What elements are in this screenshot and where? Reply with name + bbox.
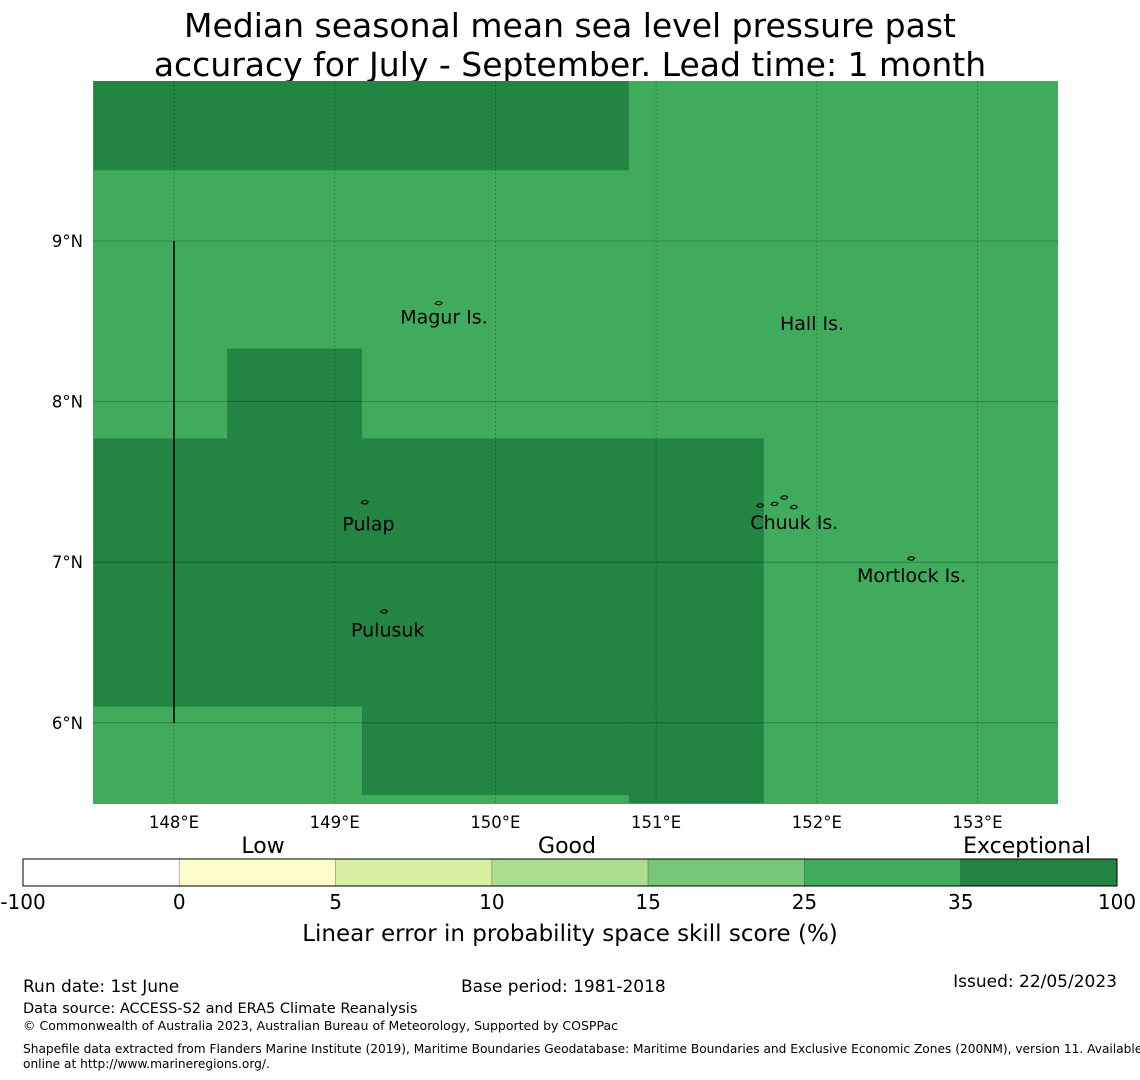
skill-score-map: Magur Is. Hall Is. Pulap Chuuk Is. Mortlock … [0,81,1136,947]
lon-tick-label: 148°E [149,813,199,832]
colorbar-tick-label: 5 [329,890,342,914]
plot-area: Magur Is. Hall Is. Pulap Chuuk Is. Mortlock … [93,81,1058,804]
colorbar-tick-label: 35 [948,890,973,914]
island-outline [779,495,789,500]
run-date: Run date: 1st June [23,977,180,997]
place-label: Hall Is. [780,313,844,335]
copyright: © Commonwealth of Australia 2023, Austra… [23,1018,618,1033]
title-line-1: Median seasonal mean sea level pressure … [184,6,956,45]
lat-tick-label: 7°N [52,553,83,572]
lat-tick-label: 6°N [52,714,83,733]
island-outline [379,609,389,614]
place-label: Chuuk Is. [750,512,838,534]
colorbar-tick-label: 25 [792,890,817,914]
lon-tick-label: 150°E [470,813,520,832]
colorbar-category-label: Low [241,834,284,859]
chart-title: Median seasonal mean sea level pressure … [0,6,1140,84]
colorbar-category-label: Exceptional [963,834,1091,859]
colorbar-bin [178,858,336,887]
shapefile-credit-line-1: Shapefile data extracted from Flanders M… [23,1042,1140,1056]
skill-cell [362,706,629,796]
island-outline [755,503,765,508]
island-outline [770,501,779,507]
colorbar-bin [491,858,649,887]
colorbar-tick-label: 100 [1098,890,1136,914]
colorbar-frame [22,858,1118,887]
skill-cell [628,706,764,804]
place-label: Magur Is. [400,306,488,328]
data-source: Data source: ACCESS-S2 and ERA5 Climate … [23,1001,418,1017]
island-outline [434,300,443,306]
colorbar-bin [647,858,805,887]
shapefile-credit-line-2: online at http://www.marineregions.org/. [23,1057,270,1071]
lon-tick-label: 149°E [310,813,360,832]
lon-tick-label: 151°E [631,813,681,832]
colorbar-bin [335,858,493,887]
lat-tick-label: 8°N [52,393,83,412]
colorbar-tick-label: 0 [173,890,186,914]
skill-cell [93,438,764,707]
colorbar-tick-label: -100 [0,890,45,914]
lon-tick-label: 153°E [952,813,1002,832]
place-label: Mortlock Is. [857,565,966,587]
island-outline [906,556,916,561]
lon-tick-label: 152°E [792,813,842,832]
colorbar-tick-label: 10 [479,890,504,914]
place-label: Pulusuk [351,620,424,642]
skill-cell [227,348,363,439]
colorbar-bin [804,858,962,887]
colorbar-tick-label: 15 [635,890,660,914]
colorbar-axis-label: Linear error in probability space skill … [302,921,838,947]
title-line-2: accuracy for July - September. Lead time… [153,45,987,84]
island-outline [789,504,798,510]
lat-tick-label: 9°N [52,232,83,251]
base-period: Base period: 1981-2018 [461,977,666,997]
skill-cell [93,81,629,171]
issued-date: Issued: 22/05/2023 [953,972,1117,992]
colorbar-category-label: Good [538,834,596,859]
place-label: Pulap [342,514,394,536]
island-outline [360,500,369,505]
colorbar-bin [960,858,1118,887]
colorbar-bin [22,858,180,887]
